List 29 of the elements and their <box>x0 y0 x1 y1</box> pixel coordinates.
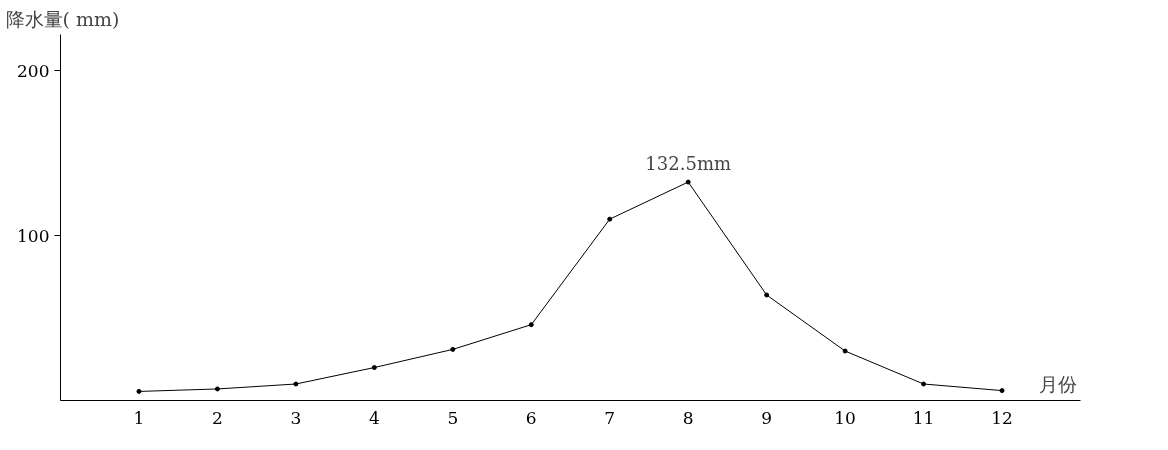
point <box>136 388 142 394</box>
x-tick-label: 11 <box>912 407 935 428</box>
point <box>293 381 299 387</box>
y-tick-label: 100 <box>17 225 50 246</box>
point <box>528 322 534 328</box>
x-tick-label: 6 <box>525 407 537 428</box>
point <box>450 346 456 352</box>
point <box>999 388 1005 394</box>
x-axis-title: 月份 <box>1038 372 1077 395</box>
x-tick-label: 10 <box>834 407 856 428</box>
point <box>921 381 927 387</box>
y-tick-label: 200 <box>17 60 50 81</box>
x-tick-label: 8 <box>682 407 694 428</box>
x-tick-label: 7 <box>604 407 616 428</box>
point <box>764 292 770 298</box>
x-tick-label: 3 <box>290 407 302 428</box>
x-tick-label: 4 <box>368 407 380 428</box>
point <box>842 348 848 354</box>
x-tick-label: 1 <box>133 407 145 428</box>
point <box>607 216 613 222</box>
x-tick-label: 2 <box>212 407 223 428</box>
point <box>214 386 220 392</box>
x-tick-label: 9 <box>761 407 773 428</box>
x-tick-label: 5 <box>447 407 459 428</box>
annotation: 132.5mm <box>645 153 732 175</box>
y-axis-title: 降水量( mm) <box>5 7 120 30</box>
point <box>371 365 377 371</box>
point <box>685 179 691 185</box>
x-tick-label: 12 <box>991 407 1013 428</box>
